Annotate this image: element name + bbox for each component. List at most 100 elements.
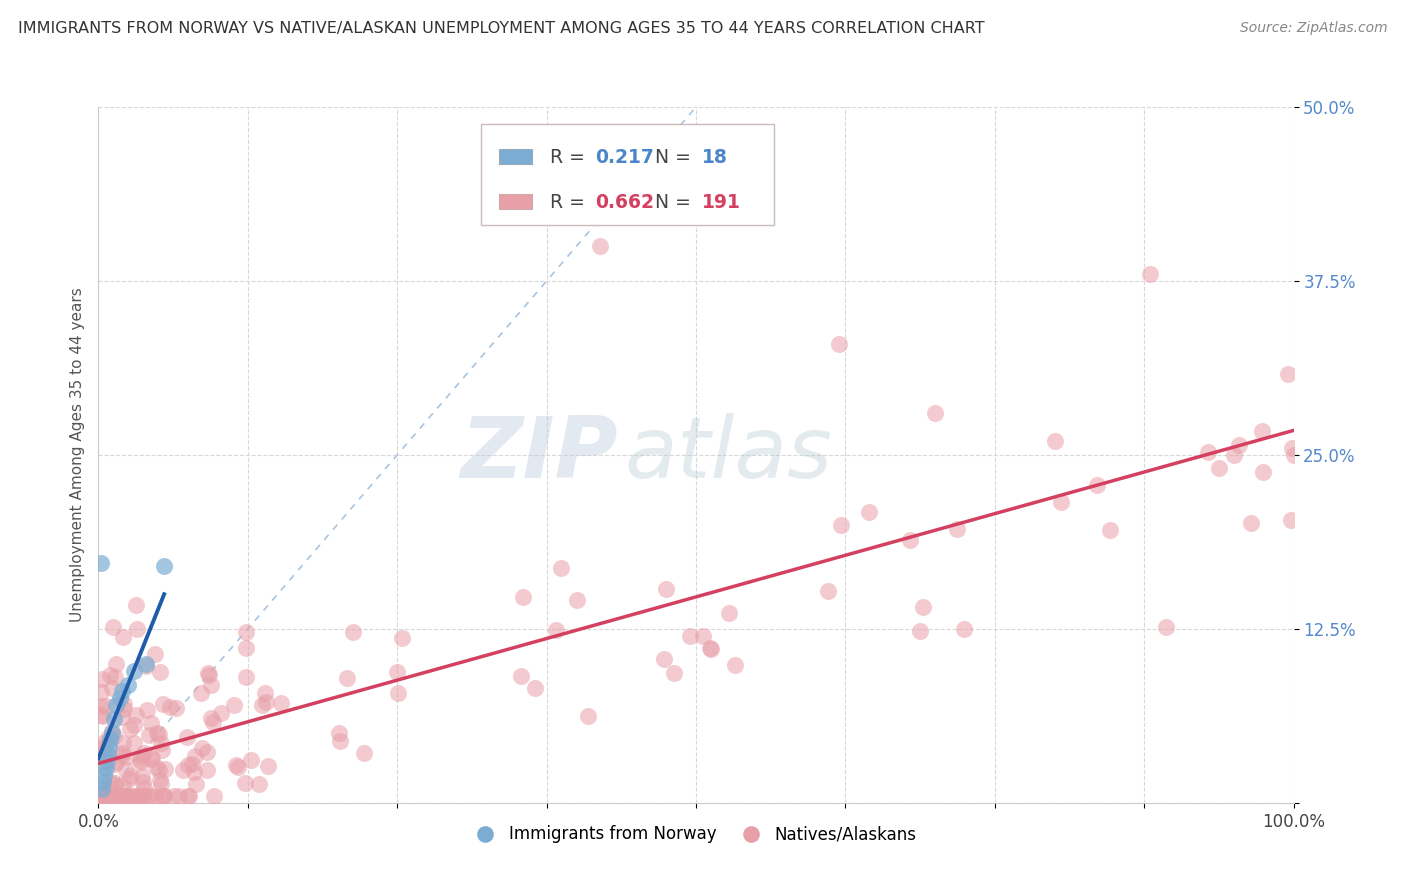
Point (145, 760, 167, 774)
Point (112, 789, 135, 803)
Point (953, 622, 976, 636)
Point (125, 598, 148, 612)
Point (165, 701, 187, 715)
Point (94, 786, 117, 800)
Point (153, 789, 176, 803)
Point (121, 789, 143, 803)
Point (342, 625, 364, 640)
Point (183, 764, 205, 779)
Point (141, 752, 163, 766)
Point (90, 672, 112, 686)
Point (163, 789, 186, 803)
Point (576, 709, 599, 723)
Point (270, 696, 292, 710)
Text: 0.217: 0.217 (596, 148, 654, 167)
Point (90, 557, 112, 571)
Text: 18: 18 (702, 148, 728, 167)
Point (93, 747, 115, 762)
Legend: Immigrants from Norway, Natives/Alaskans: Immigrants from Norway, Natives/Alaskans (468, 819, 924, 850)
Text: ZIP: ZIP (461, 413, 619, 497)
Point (254, 695, 277, 709)
Point (253, 686, 276, 700)
Point (912, 600, 935, 615)
Point (93, 789, 115, 803)
Point (387, 685, 409, 699)
Point (91, 781, 114, 796)
Point (111, 746, 134, 760)
Point (176, 789, 198, 803)
Point (1043, 434, 1066, 448)
Point (138, 727, 160, 741)
Point (132, 775, 155, 789)
Point (97, 789, 120, 803)
Text: Source: ZipAtlas.com: Source: ZipAtlas.com (1240, 21, 1388, 35)
Point (1050, 495, 1073, 509)
Point (115, 789, 138, 803)
Point (141, 751, 163, 765)
Point (122, 718, 145, 732)
Point (101, 681, 124, 695)
Point (257, 758, 280, 772)
Point (328, 725, 350, 739)
Point (898, 533, 921, 547)
Point (108, 691, 131, 706)
Point (104, 789, 127, 803)
Point (235, 625, 257, 640)
Point (329, 734, 352, 748)
Point (235, 670, 257, 684)
Point (198, 668, 221, 682)
Point (184, 777, 207, 791)
Point (1250, 424, 1272, 438)
Point (132, 780, 155, 795)
Point (177, 789, 200, 803)
Point (567, 593, 589, 607)
Point (105, 698, 128, 713)
Point (90, 789, 112, 803)
FancyBboxPatch shape (481, 124, 773, 226)
Point (111, 709, 134, 723)
Point (103, 712, 125, 726)
Point (858, 504, 880, 518)
Point (589, 239, 612, 253)
Point (115, 789, 138, 803)
Point (98, 782, 121, 797)
Point (153, 762, 176, 776)
Point (98, 789, 121, 803)
Point (1277, 368, 1299, 382)
Point (90, 699, 112, 714)
Point (139, 789, 162, 803)
Point (141, 715, 163, 730)
Point (946, 522, 969, 536)
Point (98, 740, 121, 755)
Point (250, 698, 273, 712)
Point (101, 789, 124, 803)
Point (201, 715, 224, 730)
Point (93, 739, 115, 754)
Point (353, 746, 375, 760)
Point (908, 624, 931, 639)
Point (239, 753, 262, 767)
Point (1085, 477, 1108, 491)
Point (1282, 448, 1305, 462)
Point (93, 760, 115, 774)
Point (152, 789, 174, 803)
Point (114, 750, 136, 764)
Point (385, 665, 409, 679)
Point (509, 669, 531, 683)
Point (149, 777, 172, 791)
Point (90, 789, 112, 803)
Point (700, 641, 723, 656)
Point (129, 756, 152, 770)
Point (224, 698, 246, 712)
Point (91, 775, 114, 789)
Point (128, 789, 150, 803)
Point (1279, 513, 1302, 527)
Point (197, 665, 219, 680)
Point (98, 789, 121, 803)
Point (143, 789, 166, 803)
Point (699, 641, 721, 656)
Point (93, 748, 115, 763)
Point (98, 667, 121, 681)
Point (118, 789, 141, 803)
Point (195, 764, 218, 778)
